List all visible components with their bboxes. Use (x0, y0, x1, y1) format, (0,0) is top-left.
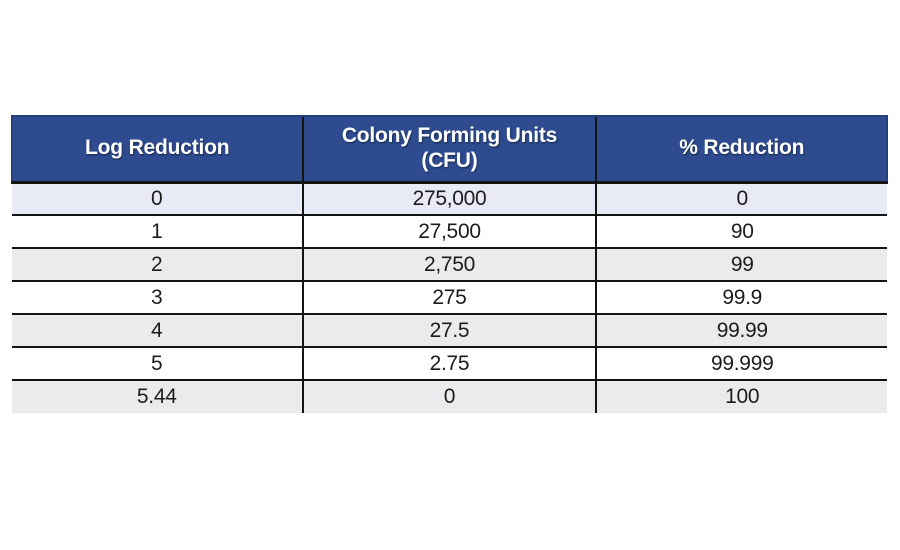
table-cell: 5 (12, 346, 303, 380)
table-cell: 27,500 (301, 214, 597, 248)
column-header: Colony Forming Units (CFU) (301, 115, 597, 184)
table-cell: 275,000 (301, 182, 597, 215)
table-cell: 99.999 (595, 346, 887, 380)
table-row: 5 2.75 99.999 (12, 346, 887, 380)
table-cell: 3 (12, 280, 303, 314)
table-cell: 0 (301, 379, 597, 413)
table-cell: 90 (595, 214, 887, 248)
table-header: Log Reduction Colony Forming Units (CFU)%… (11, 115, 888, 184)
column-header: Log Reduction (11, 115, 303, 184)
table-cell: 0 (12, 182, 303, 215)
table-cell: 5.44 (12, 379, 303, 413)
table-cell: 99.99 (595, 313, 887, 347)
table-cell: 2 (12, 247, 303, 281)
column-header: % Reduction (595, 115, 888, 184)
table-row: 2 2,750 99 (12, 247, 887, 281)
table-row: 5.44 0 100 (12, 379, 887, 413)
table-cell: 4 (12, 313, 303, 347)
table-row: 4 27.5 99.99 (12, 313, 887, 347)
table-cell: 1 (12, 214, 303, 248)
table-row: 1 27,500 90 (12, 214, 887, 248)
table-cell: 27.5 (301, 313, 597, 347)
table-row: 0 275,000 0 (12, 182, 887, 215)
table-cell: 2.75 (301, 346, 597, 380)
header-row: Log Reduction Colony Forming Units (CFU)%… (11, 115, 888, 184)
table-body: 0 275,000 0 1 27,500 90 2 2,750 99 3 275 99.9 4 27.5 9… (12, 182, 887, 413)
log-reduction-table: Log Reduction Colony Forming Units (CFU)%… (11, 115, 888, 413)
table-cell: 2,750 (301, 247, 597, 281)
table-cell: 275 (301, 280, 597, 314)
table-cell: 99.9 (595, 280, 887, 314)
table-row: 3 275 99.9 (12, 280, 887, 314)
table-cell: 100 (595, 379, 887, 413)
table-cell: 99 (595, 247, 887, 281)
table-cell: 0 (595, 182, 887, 215)
